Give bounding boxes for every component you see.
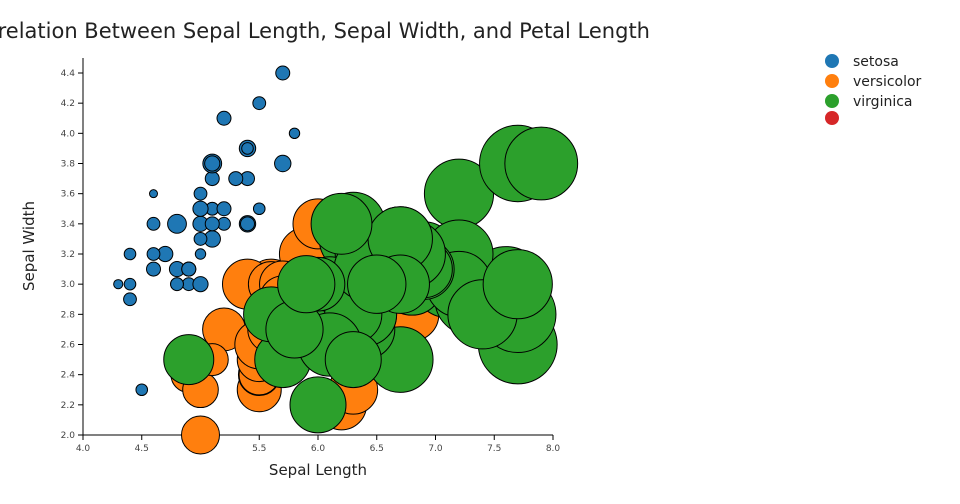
bubble-setosa[interactable] — [192, 276, 209, 293]
y-axis-label: Sepal Width — [20, 201, 38, 291]
bubble-virginica[interactable] — [482, 249, 553, 320]
x-axis-label: Sepal Length — [269, 461, 367, 479]
bubble-setosa[interactable] — [252, 96, 267, 111]
bubble-setosa[interactable] — [252, 202, 266, 216]
bubble-setosa[interactable] — [123, 247, 137, 261]
bubble-virginica[interactable] — [277, 255, 336, 314]
legend-marker-icon — [825, 94, 839, 108]
legend-label: virginica — [853, 94, 913, 110]
series-setosa — [113, 65, 301, 397]
bubble-virginica[interactable] — [310, 192, 373, 255]
chart-title: Correlation Between Sepal Length, Sepal … — [0, 19, 650, 43]
x-tick-label: 6.0 — [311, 444, 326, 454]
bubble-setosa[interactable] — [146, 261, 161, 277]
y-tick-label: 2.4 — [61, 371, 76, 381]
legend-label: versicolor — [853, 74, 922, 90]
y-tick-label: 2.2 — [61, 401, 75, 411]
y-tick-label: 2.6 — [61, 341, 76, 351]
legend-label: setosa — [853, 54, 899, 70]
y-tick-label: 2.8 — [61, 310, 76, 320]
x-tick-label: 7.5 — [487, 444, 501, 454]
bubble-setosa[interactable] — [241, 142, 254, 155]
y-tick-label: 4.0 — [61, 129, 76, 139]
y-tick-label: 3.6 — [61, 190, 76, 200]
x-tick-label: 7.0 — [428, 444, 443, 454]
bubble-setosa[interactable] — [123, 277, 137, 291]
bubble-setosa[interactable] — [216, 201, 232, 217]
bubble-setosa[interactable] — [167, 213, 187, 234]
legend-item-unnamed[interactable] — [825, 111, 839, 125]
bubble-setosa[interactable] — [146, 247, 161, 261]
bubble-setosa[interactable] — [193, 186, 208, 201]
legend[interactable]: setosa versicolor virginica — [825, 54, 922, 125]
legend-item-setosa[interactable]: setosa — [825, 54, 899, 70]
y-tick-label: 4.4 — [61, 69, 76, 79]
y-tick-label: 3.2 — [61, 250, 75, 260]
legend-item-virginica[interactable]: virginica — [825, 94, 913, 110]
bubble-virginica[interactable] — [289, 376, 347, 434]
bubble-setosa[interactable] — [192, 200, 209, 217]
legend-marker-icon — [825, 111, 839, 125]
bubble-setosa[interactable] — [240, 216, 255, 232]
y-tick-label: 4.2 — [61, 99, 75, 109]
bubble-setosa[interactable] — [274, 154, 292, 173]
bubble-setosa[interactable] — [275, 65, 291, 81]
y-tick-label: 2.0 — [61, 431, 76, 441]
y-tick-label: 3.0 — [61, 280, 76, 290]
legend-marker-icon — [825, 74, 839, 88]
y-tick-label: 3.4 — [61, 220, 76, 230]
bubble-virginica[interactable] — [324, 331, 382, 389]
bubble-virginica[interactable] — [163, 334, 215, 386]
bubble-versicolor[interactable] — [181, 415, 220, 455]
x-tick-label: 8.0 — [546, 444, 561, 454]
bubble-virginica[interactable] — [504, 126, 579, 201]
bubble-setosa[interactable] — [170, 277, 184, 292]
x-tick-label: 6.5 — [370, 444, 384, 454]
axes: 4.04.55.05.56.06.57.07.58.0 2.02.22.42.6… — [61, 58, 561, 454]
bubble-setosa[interactable] — [123, 292, 137, 307]
bubble-setosa[interactable] — [204, 216, 220, 232]
bubble-setosa[interactable] — [228, 171, 244, 187]
x-tick-label: 5.5 — [252, 444, 266, 454]
x-tick-label: 4.5 — [135, 444, 149, 454]
bubble-setosa[interactable] — [204, 155, 221, 172]
bubble-setosa[interactable] — [216, 110, 232, 126]
legend-item-versicolor[interactable]: versicolor — [825, 74, 922, 90]
bubble-setosa[interactable] — [113, 279, 124, 290]
series-virginica — [163, 124, 579, 434]
legend-marker-icon — [825, 54, 839, 68]
bubble-setosa[interactable] — [146, 216, 161, 231]
bubble-setosa[interactable] — [193, 232, 208, 246]
x-tick-label: 4.0 — [76, 444, 91, 454]
bubble-setosa[interactable] — [135, 383, 149, 397]
bubble-setosa[interactable] — [149, 189, 158, 199]
bubble-setosa[interactable] — [181, 261, 197, 277]
bubble-virginica[interactable] — [347, 254, 407, 314]
y-tick-label: 3.8 — [61, 160, 76, 170]
bubble-setosa[interactable] — [194, 248, 207, 260]
bubble-setosa[interactable] — [288, 127, 301, 140]
data-points — [113, 65, 579, 455]
bubble-setosa[interactable] — [204, 171, 220, 187]
